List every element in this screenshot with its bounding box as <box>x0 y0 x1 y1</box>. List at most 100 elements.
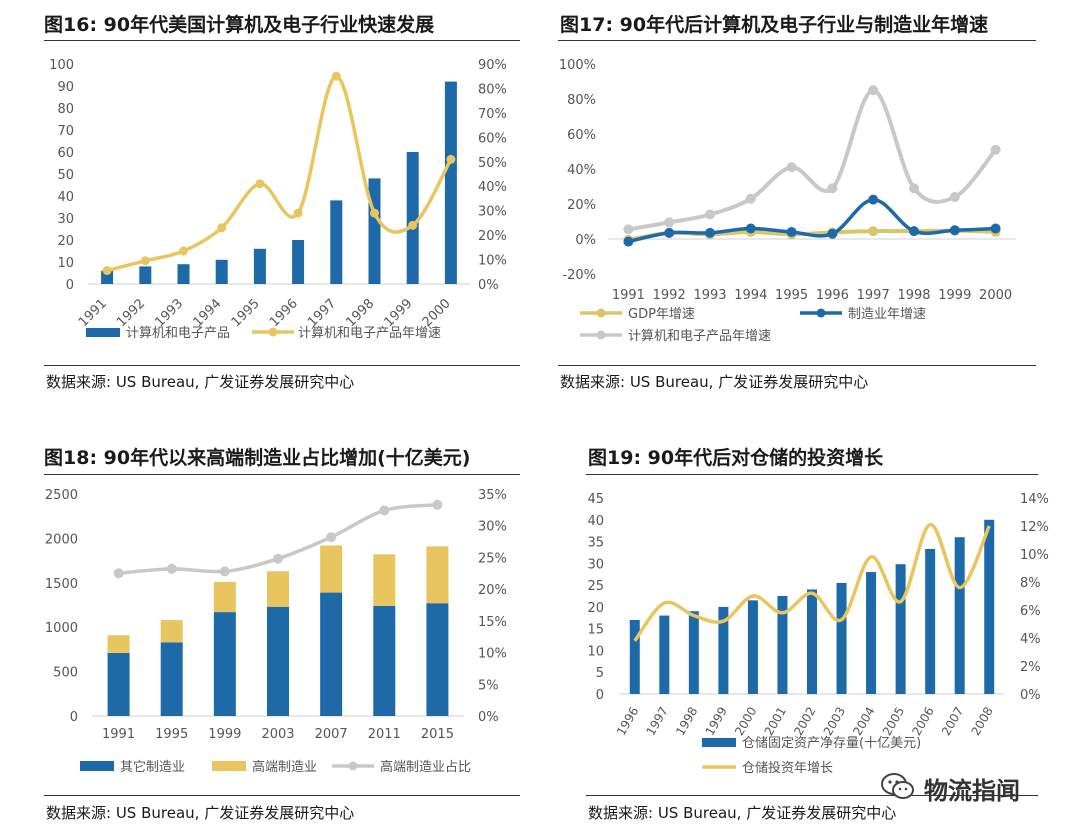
fig19-left-tick: 20 <box>587 601 604 616</box>
fig18-bar-highend <box>160 620 183 643</box>
fig19-bar <box>659 615 670 694</box>
fig16-left-tick: 20 <box>57 234 74 249</box>
watermark-text: 物流指闻 <box>924 777 1020 805</box>
fig18-legend-swatch-other <box>80 761 114 771</box>
fig19-left-tick: 10 <box>587 644 604 659</box>
fig18-right-tick: 35% <box>478 488 507 503</box>
fig17-manufacturing-line-point <box>909 226 919 237</box>
fig19-growth-line <box>633 522 991 642</box>
fig19-right-tick: 4% <box>1020 632 1041 647</box>
fig17-legend-swatch-dot <box>816 308 826 318</box>
fig18-right-tick: 0% <box>478 710 499 725</box>
fig18-legend-swatch-share-dot <box>348 761 358 771</box>
fig17-electronics-line-point <box>786 162 797 173</box>
fig18-bar-other <box>213 612 236 716</box>
fig19-bar <box>807 589 817 694</box>
fig18-left-tick: 2000 <box>45 532 78 547</box>
fig16-growth-point <box>179 246 188 256</box>
fig16-left-tick: 70 <box>57 124 74 139</box>
fig18-bar-other <box>426 603 449 716</box>
fig19-right-tick: 10% <box>1020 548 1049 563</box>
fig16-left-tick: 0 <box>66 278 74 293</box>
fig16-legend-swatch-bar <box>86 328 120 337</box>
fig19-bar <box>836 582 847 694</box>
fig19-bar <box>866 572 877 694</box>
fig18-bar-other <box>373 605 396 716</box>
fig18-source: 数据来源: US Bureau, 广发证券发展研究中心 <box>46 804 355 822</box>
fig17-x-tick: 1994 <box>734 288 767 303</box>
fig16-left-tick: 80 <box>57 102 74 117</box>
fig19-x-tick: 1998 <box>673 705 700 738</box>
fig18-bar-other <box>160 642 183 716</box>
fig19-bar <box>954 537 965 694</box>
fig16-left-tick: 100 <box>49 58 74 73</box>
fig19-right-tick: 8% <box>1020 576 1041 591</box>
fig17-electronics-line <box>628 88 998 232</box>
fig19-legend-line: 仓储投资年增长 <box>742 760 833 776</box>
fig16-right-tick: 0% <box>478 278 499 293</box>
fig19-chart: 0 5 10 15 20 25 30 35 40 45 0% 2% 4% 6% 8% 10% 12% 14% 199… <box>587 492 1049 776</box>
fig17-electronics-line-point <box>868 85 879 96</box>
fig16-bar <box>444 81 457 284</box>
fig18-source-rule <box>44 795 520 796</box>
fig19-source: 数据来源: US Bureau, 广发证券发展研究中心 <box>588 804 897 822</box>
fig16-right-tick: 80% <box>478 82 507 97</box>
fig16-chart: 0 10 20 30 40 50 60 70 80 90 100 0% 10% 20% 30% 40% 50% 6… <box>49 58 507 341</box>
fig16-bar <box>139 266 152 284</box>
fig17-x-tick: 1993 <box>693 288 726 303</box>
fig17-electronics-line-point <box>949 192 960 202</box>
fig16-growth-point <box>293 208 303 218</box>
fig17-manufacturing-line-point <box>827 228 838 239</box>
fig16-bar <box>253 248 266 284</box>
fig19-x-tick: 2000 <box>732 705 759 738</box>
fig17-legend-label: GDP年增速 <box>628 307 695 322</box>
fig17-gdp-line-point <box>868 226 879 237</box>
fig17-x-tick: 1996 <box>816 288 849 303</box>
fig18-share-point <box>273 553 283 564</box>
fig18-bar-highend <box>320 545 343 593</box>
fig18-share-point <box>113 568 124 579</box>
fig18-bar-other <box>320 592 343 716</box>
fig17-electronics-line-point <box>623 224 634 235</box>
fig17-y-tick: 80% <box>567 93 596 108</box>
fig18-left-tick: 0 <box>70 710 78 725</box>
fig18-right-tick: 10% <box>478 647 507 662</box>
fig16-bar <box>177 264 190 284</box>
fig18-x-tick: 2007 <box>315 727 348 742</box>
fig17-source: 数据来源: US Bureau, 广发证券发展研究中心 <box>560 373 869 391</box>
fig18-right-tick: 30% <box>478 520 507 535</box>
fig17-legend-swatch-dot <box>596 308 606 318</box>
fig16-right-tick: 70% <box>478 107 507 122</box>
fig17-x-tick: 1999 <box>938 288 971 303</box>
fig16-right-tick: 10% <box>478 254 507 269</box>
fig19-x-tick: 2004 <box>850 705 877 738</box>
fig19-bar <box>688 611 699 694</box>
fig16-right-tick: 50% <box>478 156 507 171</box>
fig19-left-tick: 45 <box>587 492 604 507</box>
fig19-bar <box>984 519 995 694</box>
fig17-electronics-line-point <box>990 144 1001 155</box>
fig16-growth-point <box>370 208 379 218</box>
fig19-x-tick: 1996 <box>614 705 641 738</box>
fig18-x-tick: 2011 <box>368 727 401 742</box>
fig17-legend-swatch-dot <box>596 330 606 340</box>
fig18-left-tick: 2500 <box>45 488 78 503</box>
fig17-x-tick: 1992 <box>653 288 686 303</box>
fig19-bar <box>629 619 640 694</box>
fig17-electronics-line-point <box>827 183 838 194</box>
fig16-right-tick: 60% <box>478 131 507 146</box>
fig17-title-rule <box>558 40 1036 41</box>
fig16-right-tick: 20% <box>478 229 507 244</box>
fig16-title-rule <box>44 40 520 41</box>
fig16-bar <box>330 200 343 284</box>
fig16-legend-line: 计算机和电子产品年增速 <box>298 326 441 341</box>
fig17-y-tick: -20% <box>562 268 596 283</box>
fig19-title: 图19: 90年代后对仓储的投资增长 <box>588 447 884 469</box>
fig17-manufacturing-line-point <box>623 236 634 247</box>
fig16-left-tick: 30 <box>57 212 74 227</box>
fig19-x-tick: 2002 <box>791 705 818 738</box>
fig18-bar-other <box>267 606 289 716</box>
fig18-bar-other <box>107 652 130 716</box>
fig16-left-tick: 90 <box>57 80 74 95</box>
fig19-x-tick: 2007 <box>939 705 966 738</box>
